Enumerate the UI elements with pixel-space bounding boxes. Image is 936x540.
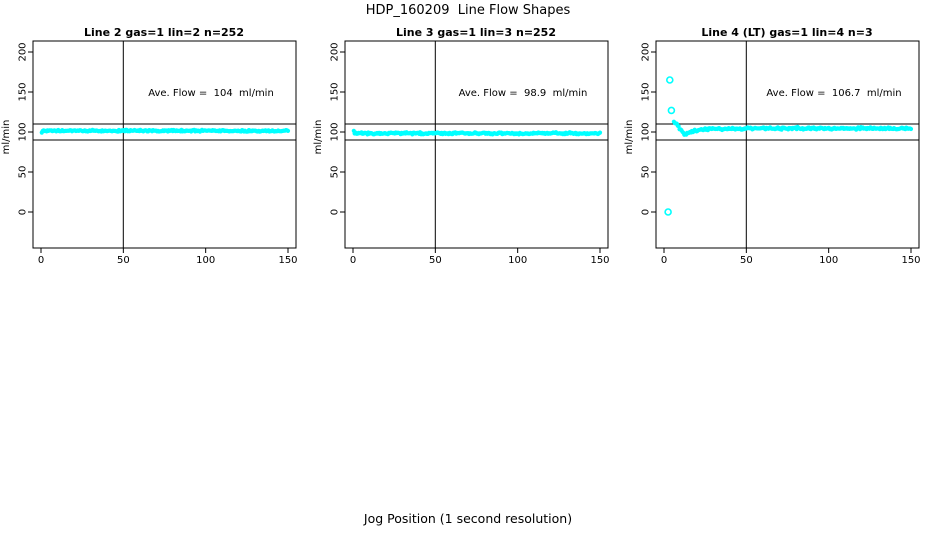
- x-axis-label: Jog Position (1 second resolution): [363, 511, 573, 526]
- y-tick-label: 200: [330, 42, 341, 61]
- x-tick-label: 0: [350, 255, 356, 266]
- y-axis-label: ml/min: [313, 120, 324, 155]
- outlier-point: [667, 106, 676, 115]
- x-tick-label: 0: [661, 255, 667, 266]
- y-axis-label: ml/min: [624, 120, 635, 155]
- y-tick-label: 50: [330, 166, 341, 179]
- plot-box: [32, 40, 297, 249]
- plot-box: [655, 40, 920, 249]
- data-points: [351, 128, 603, 137]
- y-tick-label: 150: [641, 82, 652, 101]
- x-tick-label: 50: [429, 255, 442, 266]
- y-tick-label: 200: [18, 42, 29, 61]
- y-tick-label: 100: [330, 122, 341, 141]
- y-axis-ticks: 0 50 100 150 200: [18, 42, 33, 215]
- x-tick-label: 150: [278, 255, 297, 266]
- ave-flow-annotation: Ave. Flow = 106.7 ml/min: [766, 88, 901, 99]
- y-tick-label: 50: [18, 166, 29, 179]
- data-point: [908, 126, 914, 132]
- data-point: [597, 130, 603, 135]
- x-tick-label: 50: [740, 255, 753, 266]
- outlier-point: [664, 208, 672, 216]
- y-tick-label: 0: [18, 209, 29, 215]
- y-tick-label: 0: [330, 209, 341, 215]
- data-point: [39, 130, 44, 135]
- x-tick-label: 0: [38, 255, 44, 266]
- chart-title: HDP_160209 Line Flow Shapes: [365, 3, 571, 18]
- data-point: [285, 128, 291, 133]
- x-tick-label: 150: [901, 255, 920, 266]
- y-axis-label: ml/min: [1, 120, 12, 155]
- panel-line-3: Line 3 gas=1 lin=3 n=252 0 50 100 150 0 50 10…: [312, 20, 624, 270]
- x-tick-label: 100: [196, 255, 215, 266]
- ave-flow-annotation: Ave. Flow = 104 ml/min: [148, 88, 274, 99]
- panel-title: Line 2 gas=1 lin=2 n=252: [84, 26, 244, 39]
- ave-flow-annotation: Ave. Flow = 98.9 ml/min: [459, 88, 588, 99]
- data-points: [39, 127, 291, 135]
- y-tick-label: 0: [641, 209, 652, 215]
- y-tick-label: 200: [641, 42, 652, 61]
- outlier-point: [665, 76, 674, 84]
- x-tick-label: 100: [508, 255, 527, 266]
- y-tick-label: 100: [641, 122, 652, 141]
- panel-title: Line 3 gas=1 lin=3 n=252: [396, 26, 556, 39]
- plot-box: [344, 40, 609, 249]
- y-axis-ticks: 0 50 100 150 200: [330, 42, 345, 215]
- data-points: [664, 76, 914, 216]
- y-tick-label: 100: [18, 122, 29, 141]
- x-axis-ticks: 0 50 100 150: [38, 248, 298, 266]
- data-point: [351, 128, 356, 133]
- x-tick-label: 150: [590, 255, 609, 266]
- panel-line-2: Line 2 gas=1 lin=2 n=252 0 50 100 150 0 50 10…: [0, 20, 312, 270]
- data-point: [676, 124, 681, 129]
- x-axis-ticks: 0 50 100 150: [661, 248, 921, 266]
- x-tick-label: 50: [117, 255, 130, 266]
- y-tick-label: 150: [18, 82, 29, 101]
- y-axis-ticks: 0 50 100 150 200: [641, 42, 656, 215]
- y-tick-label: 150: [330, 82, 341, 101]
- panel-title: Line 4 (LT) gas=1 lin=4 n=3: [701, 26, 872, 39]
- x-tick-label: 100: [819, 255, 838, 266]
- y-tick-label: 50: [641, 166, 652, 179]
- x-axis-ticks: 0 50 100 150: [350, 248, 610, 266]
- panel-line-4: Line 4 (LT) gas=1 lin=4 n=3 0 50 100 150 0 5…: [623, 20, 935, 270]
